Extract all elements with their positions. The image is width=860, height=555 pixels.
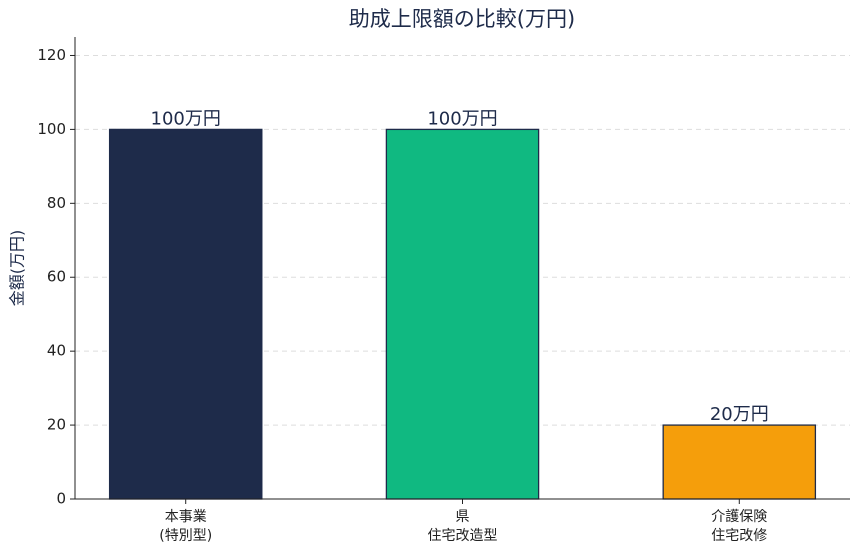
y-axis-label: 金額(万円) bbox=[8, 230, 27, 307]
y-tick-label: 60 bbox=[47, 268, 66, 286]
y-tick-label: 0 bbox=[56, 490, 66, 508]
value-label: 20万円 bbox=[710, 404, 769, 425]
bar bbox=[662, 424, 817, 500]
y-tick-label: 40 bbox=[47, 342, 66, 360]
x-tick-label: 介護保険住宅改修 bbox=[711, 509, 767, 544]
y-tick-label: 80 bbox=[47, 194, 66, 212]
chart-title: 助成上限額の比較(万円) bbox=[349, 7, 575, 31]
y-tick-label: 120 bbox=[37, 46, 66, 64]
y-tick-label: 100 bbox=[37, 120, 66, 138]
x-tick-label: 県住宅改造型 bbox=[428, 509, 498, 544]
y-tick-label: 20 bbox=[47, 416, 66, 434]
bar bbox=[108, 128, 263, 500]
x-tick-label: 本事業(特別型) bbox=[159, 509, 212, 544]
value-label: 100万円 bbox=[427, 108, 497, 129]
value-label: 100万円 bbox=[151, 108, 221, 129]
bar bbox=[385, 128, 540, 500]
